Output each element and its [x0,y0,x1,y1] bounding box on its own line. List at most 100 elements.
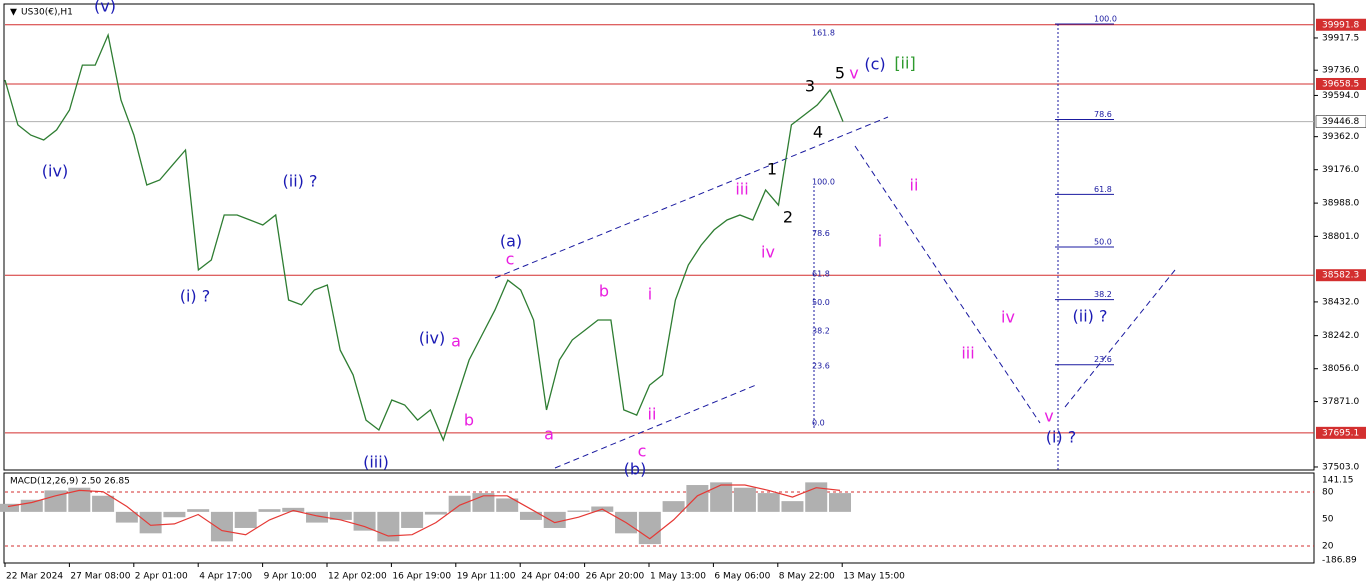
macd-bar [20,499,43,512]
macd-bar [638,511,661,545]
chart-title: US30(€),H1 [21,8,73,18]
x-tick-label: 6 May 06:00 [714,572,770,582]
x-tick-label: 8 May 22:00 [779,572,835,582]
channel-line [494,116,889,279]
macd-panel [3,472,1315,564]
macd-bar [781,501,804,512]
x-tick-label: 27 Mar 08:00 [70,572,130,582]
wave-label: 1 [767,160,777,179]
macd-signal [7,484,841,540]
wave-label: ii [910,176,919,195]
wave-label: 5 [835,64,845,83]
wave-label: 3 [805,77,815,96]
macd-tick-label: 50 [1322,515,1334,525]
y-tick-label: 38056.0 [1322,364,1359,374]
macd-bar [187,509,210,512]
fib-label: 50.0 [1094,238,1112,247]
y-tick-label: 38242.0 [1322,331,1359,341]
wave-label: (iv) [42,162,68,181]
x-tick-label: 26 Apr 20:00 [586,572,645,582]
wave-label: v [849,64,858,83]
macd-bar [329,511,352,520]
fib-label: 100.0 [1094,15,1117,24]
macd-bar [710,482,733,512]
macd-tick-label: 20 [1322,542,1334,552]
level-label: 39991.8 [1322,20,1359,30]
x-tick-label: 13 May 15:00 [843,572,905,582]
macd-bar [163,511,186,518]
macd-bar [68,487,91,512]
wave-label: 2 [783,208,793,227]
macd-bar [139,511,162,534]
fib-label: 0.0 [812,419,825,428]
macd-bar [115,511,138,523]
macd-bar [401,511,424,528]
wave-label: (iii) [363,453,389,472]
level-box [1316,77,1366,90]
y-tick-label: 38801.0 [1322,232,1359,242]
fib-label: 38.2 [812,326,830,335]
fib-label: 38.2 [1094,290,1112,299]
level-box [1316,269,1366,282]
macd-bar [757,493,780,512]
wave-label: (ii) ? [283,172,318,191]
macd-bar [92,495,115,512]
macd-bar [0,503,19,512]
channel-line [554,384,757,469]
wave-label: (c) [864,55,885,74]
macd-bar [496,498,519,512]
y-tick-label: 38432.0 [1322,297,1359,307]
macd-tick-label: -186.89 [1322,556,1357,566]
wave-label: 4 [813,123,823,142]
y-tick-label: 38988.0 [1322,199,1359,209]
wave-label: (ii) ? [1073,307,1108,326]
wave-label: [ii] [894,54,915,73]
x-tick-label: 16 Apr 19:00 [392,572,451,582]
wave-label: iii [735,180,748,199]
wave-label: (i) ? [180,287,211,306]
fib-label: 50.0 [812,298,830,307]
macd-bar [258,509,281,512]
price-panel [3,3,1315,471]
current-price-label: 39446.8 [1322,117,1359,127]
fib-label: 161.8 [812,29,835,38]
macd-bar [282,507,305,512]
fib-label: 61.8 [1094,185,1112,194]
macd-bar [805,482,828,512]
wave-label: (i) ? [1046,428,1077,447]
wave-label: iv [761,243,775,262]
x-tick-label: 1 May 13:00 [650,572,706,582]
macd-bar [662,501,685,512]
macd-bar [377,511,400,542]
wave-label: v [1044,407,1053,426]
channel-line [854,145,1041,424]
x-tick-label: 9 Apr 10:00 [264,572,317,582]
macd-bar [424,511,447,515]
x-tick-label: 12 Apr 02:00 [328,572,387,582]
y-tick-label: 37871.0 [1322,397,1359,407]
current-price-box [1315,115,1366,128]
y-tick-label: 37503.0 [1322,462,1359,472]
macd-bar [567,510,590,512]
macd-tick-label: 141.15 [1322,476,1354,486]
x-tick-label: 24 Apr 04:00 [521,572,580,582]
level-box [1316,426,1366,439]
macd-bar [306,511,329,523]
macd-bar [733,487,756,512]
wave-label: i [648,285,652,304]
wave-label: b [599,282,609,301]
x-tick-label: 2 Apr 01:00 [135,572,188,582]
fib-label: 23.6 [1094,355,1112,364]
wave-label: (iv) [419,329,445,348]
macd-bar [686,485,709,512]
y-tick-label: 39594.0 [1322,91,1359,101]
x-tick-label: 4 Apr 17:00 [199,572,252,582]
wave-label: b [464,411,474,430]
y-tick-label: 39176.0 [1322,165,1359,175]
macd-title: MACD(12,26,9) 2.50 26.85 [10,477,130,487]
level-box [1316,18,1366,31]
fib-label: 61.8 [812,270,830,279]
channel-line [1064,269,1176,408]
wave-label: i [878,232,882,251]
